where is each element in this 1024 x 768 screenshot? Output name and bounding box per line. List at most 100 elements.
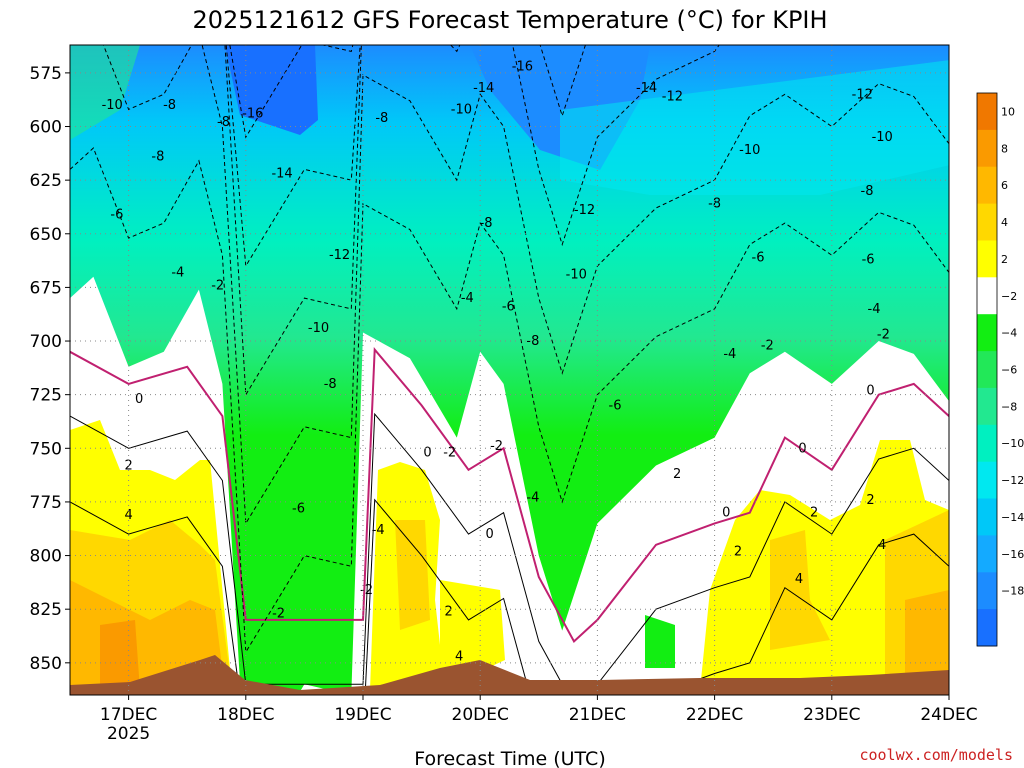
- isotherm-lines: [70, 45, 949, 695]
- x-tick-label-4: 21DEC: [569, 705, 626, 725]
- colorbar-swatch-12: [977, 535, 997, 573]
- credit-text: coolwx.com/models: [859, 746, 1013, 764]
- warmer-region-23dec: [770, 530, 830, 650]
- y-tick-label-750: 750: [30, 439, 62, 459]
- contour-label-40: -2: [761, 338, 774, 353]
- cold-region-22dec: [560, 60, 949, 195]
- contour-label-45: -6: [862, 253, 875, 268]
- cool-region-17dec: [70, 45, 140, 140]
- contour-label-22: -4: [372, 523, 385, 538]
- warmer-region-19dec: [395, 520, 430, 630]
- y-tick-label-850: 850: [30, 654, 62, 674]
- colorbar-frame: [976, 92, 998, 647]
- colorbar-swatch-3: [977, 203, 997, 241]
- contour-label-30: -12: [574, 203, 595, 218]
- contour-label-37: -8: [708, 197, 721, 212]
- isotherm-solid-1: [70, 498, 949, 695]
- contour-label-1: -8: [163, 98, 176, 113]
- contour-label-26: -4: [461, 291, 474, 306]
- colorbar-swatch-0: [977, 93, 997, 131]
- contour-label-20: -8: [324, 377, 337, 392]
- y-axis: 575 600 625 650 675 700 725 750 775 800 825 850: [30, 64, 70, 674]
- contour-label-11: -10: [739, 143, 760, 158]
- contour-label-3: -16: [242, 107, 263, 122]
- y-tick-label-600: 600: [30, 118, 62, 138]
- contour-label-57: 2: [444, 604, 452, 619]
- contour-label-47: -2: [877, 328, 890, 343]
- colorbar-label-2: 6: [1001, 179, 1008, 192]
- contour-label-6: -10: [451, 102, 472, 117]
- cool-pocket-21dec: [645, 615, 675, 668]
- contour-labels: -10 -8-8-16-14-8-10-14-16-14-12-10-12-10-…: [102, 60, 893, 665]
- colorbar-swatch-5: [977, 277, 997, 315]
- contour-label-51: 2: [810, 506, 818, 521]
- contour-label-8: -16: [512, 60, 533, 75]
- colorbar-label-6: −4: [1001, 327, 1017, 340]
- contour-label-12: -12: [852, 87, 873, 102]
- colorbar-label-4: 2: [1001, 253, 1008, 266]
- plot-field: -10 -8-8-16-14-8-10-14-16-14-12-10-12-10-…: [70, 45, 949, 695]
- contour-label-7: -14: [473, 81, 494, 96]
- contour-label-24: -2: [272, 607, 285, 622]
- colorbar-label-7: −6: [1001, 364, 1017, 377]
- colorbar-swatch-4: [977, 240, 997, 278]
- colorbar-swatch-14: [977, 609, 997, 647]
- contour-label-17: -2: [211, 278, 224, 293]
- contour-label-53: 4: [878, 538, 886, 553]
- colorbar-label-11: −14: [1001, 511, 1024, 524]
- contour-label-15: -6: [110, 208, 123, 223]
- contour-label-42: 0: [722, 506, 730, 521]
- contour-label-39: -4: [723, 347, 736, 362]
- chart-title: 2025121612 GFS Forecast Temperature (°C)…: [192, 6, 827, 34]
- contour-label-48: 0: [866, 383, 874, 398]
- plot-frame: [69, 44, 950, 696]
- contour-label-18: -12: [329, 248, 350, 263]
- x-tick-label-3: 20DEC: [452, 705, 509, 725]
- contour-label-19: -10: [308, 321, 329, 336]
- x-axis-title: Forecast Time (UTC): [414, 748, 605, 768]
- y-tick-label-800: 800: [30, 547, 62, 567]
- contour-label-10: -12: [662, 90, 683, 105]
- colorbar-swatch-9: [977, 424, 997, 463]
- colorbar-label-0: 10: [1001, 105, 1015, 118]
- contour-label-36: 0: [485, 527, 493, 542]
- colorbar-label-1: 8: [1001, 142, 1008, 155]
- contour-label-58: 4: [455, 649, 463, 664]
- contour-label-27: -6: [502, 300, 515, 315]
- zero-degree-contour: [70, 346, 949, 644]
- isotherm-dashed-1: [102, 45, 949, 526]
- contour-label-34: -2: [443, 446, 456, 461]
- hotspot-17dec: [100, 620, 140, 690]
- colorbar-label-9: −10: [1001, 437, 1024, 450]
- contour-label-54: 0: [135, 392, 143, 407]
- contour-label-28: -8: [526, 334, 539, 349]
- contour-label-41: 2: [673, 467, 681, 482]
- contour-label-38: -6: [752, 250, 765, 265]
- y-tick-label-575: 575: [30, 64, 62, 84]
- contour-label-9: -14: [636, 81, 657, 96]
- contour-label-13: -10: [872, 130, 893, 145]
- colorbar-label-12: −16: [1001, 548, 1024, 561]
- x-tick-label-6: 23DEC: [803, 705, 860, 725]
- colorbar-label-13: −18: [1001, 585, 1024, 598]
- x-tick-label-5: 22DEC: [686, 705, 743, 725]
- terrain: [70, 655, 949, 695]
- contour-label-5: -8: [375, 111, 388, 126]
- y-tick-label-650: 650: [30, 225, 62, 245]
- contour-label-31: -6: [609, 398, 622, 413]
- y-tick-label-700: 700: [30, 332, 62, 352]
- contour-label-44: -8: [861, 184, 874, 199]
- contour-label-52: 2: [866, 493, 874, 508]
- y-tick-label-675: 675: [30, 278, 62, 298]
- x-tick-label-0: 17DEC: [100, 705, 157, 725]
- x-tick-sublabel-0: 2025: [107, 724, 150, 744]
- contour-label-29: -10: [566, 268, 587, 283]
- colorbar-swatch-11: [977, 498, 997, 536]
- y-tick-label-775: 775: [30, 493, 62, 513]
- contour-label-23: -2: [360, 583, 373, 598]
- colorbar-label-8: −8: [1001, 400, 1017, 413]
- contour-label-16: -4: [171, 265, 184, 280]
- colorbar-label-3: 4: [1001, 216, 1008, 229]
